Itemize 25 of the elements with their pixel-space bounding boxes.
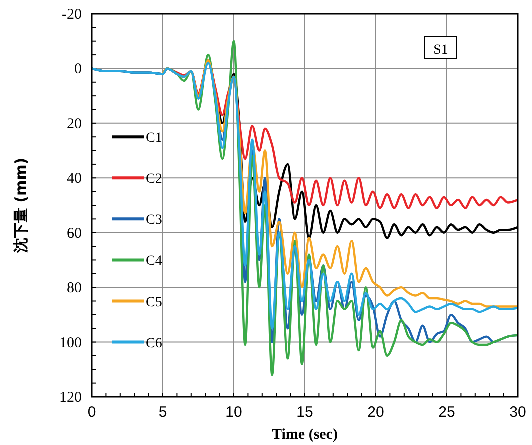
y-tick-label: 20 <box>67 116 82 132</box>
y-tick-label: 120 <box>60 390 82 406</box>
legend-label: C2 <box>146 172 162 188</box>
annotation: S1 <box>434 43 448 58</box>
legend-label: C6 <box>146 336 162 352</box>
legend-label: C4 <box>146 254 162 270</box>
x-tick-label: 20 <box>368 404 384 421</box>
x-tick-label: 15 <box>296 404 314 421</box>
x-tick-label: 10 <box>226 404 242 421</box>
y-tick-label: 60 <box>67 226 82 242</box>
x-tick-label: 5 <box>158 404 168 421</box>
y-tick-label: 80 <box>67 280 82 297</box>
legend-label: C1 <box>146 131 162 146</box>
y-tick-label: 100 <box>60 335 82 352</box>
y-tick-label: -20 <box>62 7 82 23</box>
legend-label: C5 <box>146 295 162 310</box>
x-tick-label: 25 <box>438 404 456 421</box>
x-axis-title: Time (sec) <box>272 427 338 443</box>
x-tick-label: 0 <box>88 404 96 421</box>
line-series <box>162 59 518 308</box>
y-axis-title: 沈下量 (mm) <box>12 158 30 254</box>
y-tick-label: 0 <box>74 62 82 78</box>
x-tick-label: 30 <box>510 404 526 421</box>
legend-label: C3 <box>146 213 162 228</box>
y-tick-label: 40 <box>67 171 82 188</box>
